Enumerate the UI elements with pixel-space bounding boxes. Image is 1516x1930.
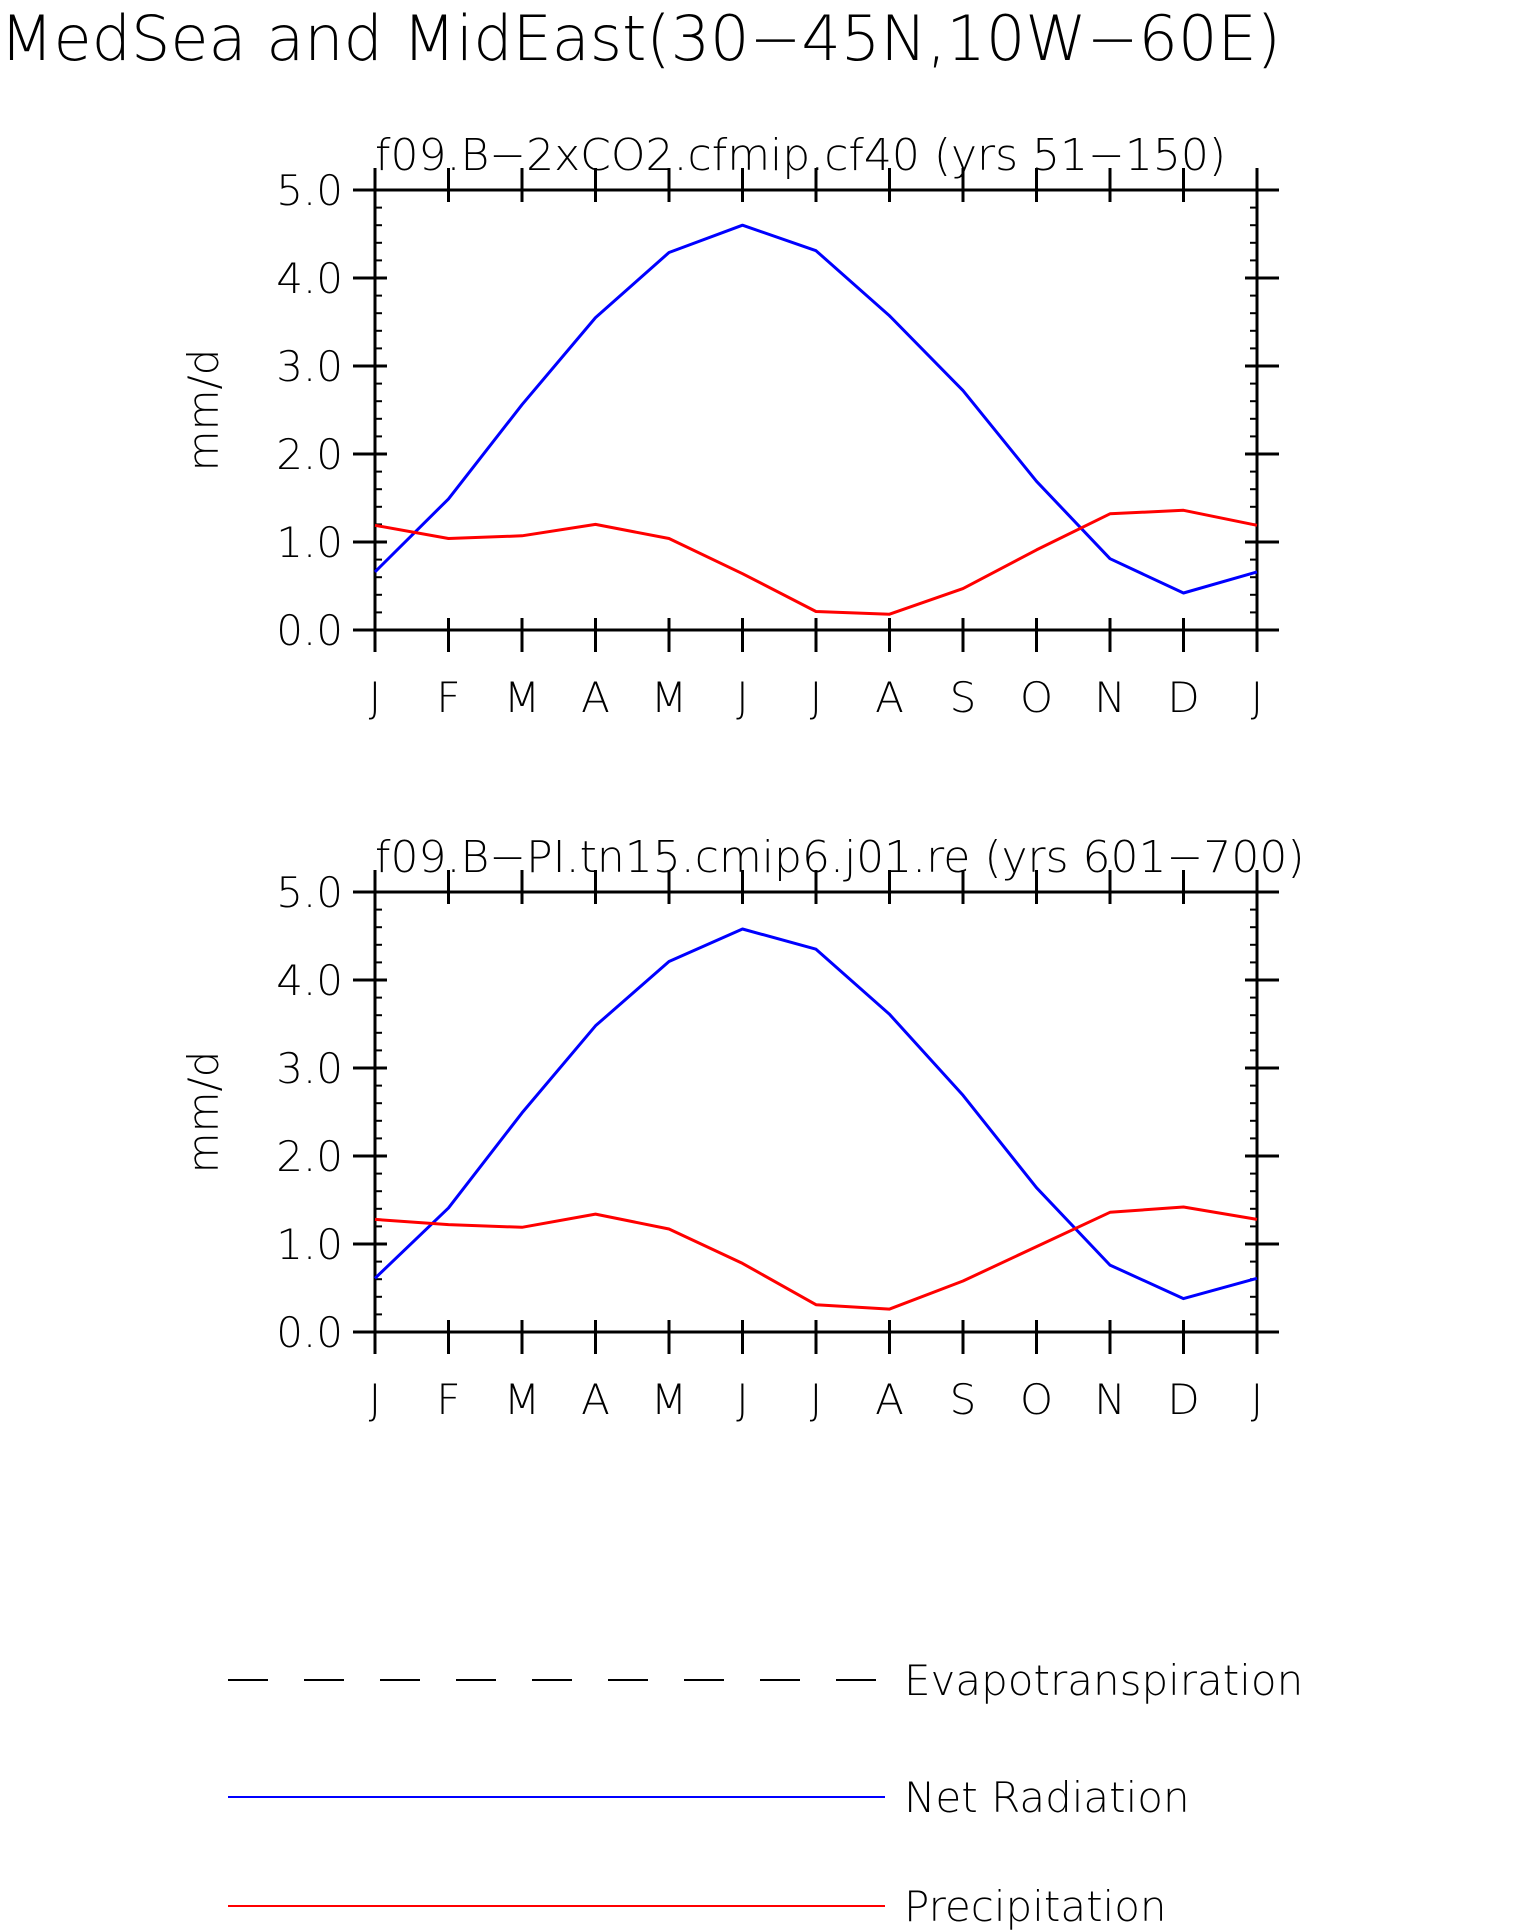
x-tick-label: J [810,673,822,722]
y-tick-label: 2.0 [276,430,343,479]
chart-panel-2: f09.B−PI.tn15.cmip6.j01.re (yrs 601−700)… [179,832,1305,1424]
x-tick-label: F [436,673,460,722]
y-tick-label: 1.0 [276,1220,343,1269]
y-tick-label: 5.0 [276,868,343,917]
series-line-precipitation [374,1205,1258,1311]
x-tick-label: J [369,1375,381,1424]
y-tick-label: 0.0 [276,1308,343,1357]
x-tick-label: J [1251,1375,1263,1424]
chart-panel-1: f09.B−2xCO2.cfmip.cf40 (yrs 51−150) 0.0 1.… [179,130,1279,722]
figure-title: MedSea and MidEast(30−45N,10W−60E) [0,2,1281,75]
chart-panels: f09.B−2xCO2.cfmip.cf40 (yrs 51−150) 0.0 1.… [179,130,1305,1424]
x-tick-label: O [1020,673,1053,722]
x-tick-label: J [1251,673,1263,722]
legend-item: Precipitation [228,1882,1167,1930]
y-axis-title: mm/d [179,1051,228,1174]
legend-label: Precipitation [904,1882,1167,1930]
x-tick-label: M [651,1375,687,1424]
x-tick-label: M [504,1375,540,1424]
x-tick-label: A [875,1375,904,1424]
x-tick-label: N [1094,1375,1125,1424]
x-tick-label: M [651,673,687,722]
y-axis-title: mm/d [179,349,228,472]
y-tick-label: 2.0 [276,1132,343,1181]
series-line-net-radiation [373,223,1258,595]
x-tick-label: N [1094,673,1125,722]
series-line-net-radiation [373,927,1258,1301]
x-tick-label: J [736,1375,748,1424]
legend-item: Evapotranspiration [228,1656,1303,1705]
y-tick-label: 4.0 [276,254,343,303]
x-tick-label: J [810,1375,822,1424]
legend-label: Evapotranspiration [904,1656,1303,1705]
panel-title: f09.B−2xCO2.cfmip.cf40 (yrs 51−150) [375,130,1226,181]
x-tick-label: O [1020,1375,1053,1424]
series-line-precipitation [374,508,1258,616]
x-tick-label: A [875,673,904,722]
x-tick-label: J [736,673,748,722]
y-tick-label: 5.0 [276,166,343,215]
legend-label: Net Radiation [904,1773,1190,1822]
legend: Evapotranspiration Net Radiation Precipita… [228,1656,1303,1930]
y-tick-label: 4.0 [276,956,343,1005]
x-tick-label: J [369,673,381,722]
x-tick-label: A [581,1375,610,1424]
x-tick-label: F [436,1375,460,1424]
x-tick-label: D [1167,673,1199,722]
y-tick-label: 0.0 [276,606,343,655]
x-tick-label: D [1167,1375,1199,1424]
x-tick-label: S [950,1375,977,1424]
legend-item: Net Radiation [228,1773,1190,1822]
plot-frame [373,890,1259,1334]
x-tick-label: M [504,673,540,722]
y-tick-label: 3.0 [276,1044,343,1093]
panel-title: f09.B−PI.tn15.cmip6.j01.re (yrs 601−700) [375,832,1305,883]
x-tick-label: S [950,673,977,722]
y-tick-label: 3.0 [276,342,343,391]
y-tick-label: 1.0 [276,518,343,567]
x-tick-label: A [581,673,610,722]
